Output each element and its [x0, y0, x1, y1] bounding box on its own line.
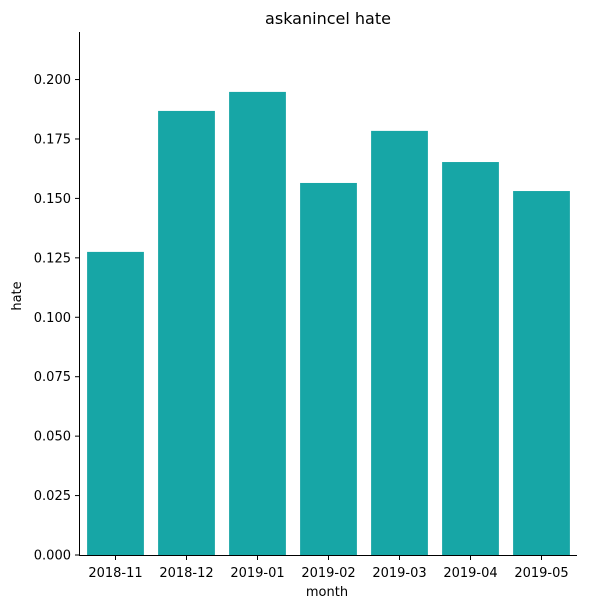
y-tick-label: 0.025 [34, 489, 71, 504]
y-axis-ticks: 0.000 0.025 0.050 0.075 0.100 0.125 0.150 0.175… [34, 73, 80, 564]
x-tick-label: 2019-05 [514, 566, 568, 581]
bar-2019-02 [300, 182, 357, 555]
bar-2019-05 [513, 191, 570, 556]
bar-2019-03 [371, 130, 428, 555]
y-tick-label: 0.000 [34, 549, 71, 564]
y-tick-label: 0.175 [34, 132, 71, 147]
x-tick-label: 2019-04 [443, 566, 497, 581]
x-tick-label: 2019-01 [230, 566, 284, 581]
x-tick-label: 2019-03 [372, 566, 426, 581]
x-axis-ticks: 2018-11 2018-12 2019-01 2019-02 2019-03 2019-… [88, 555, 569, 581]
x-tick-label: 2019-02 [301, 566, 355, 581]
bars-layer [87, 91, 570, 556]
y-tick-label: 0.050 [34, 430, 71, 445]
y-tick-label: 0.200 [34, 73, 71, 88]
bar-2018-11 [87, 251, 144, 555]
bar-2019-04 [442, 162, 499, 556]
x-tick-label: 2018-11 [88, 566, 142, 581]
bar-2019-01 [229, 91, 286, 555]
y-axis-label: hate [10, 281, 25, 310]
y-tick-label: 0.100 [34, 311, 71, 326]
y-tick-label: 0.125 [34, 251, 71, 266]
x-tick-label: 2018-12 [159, 566, 213, 581]
x-axis-label: month [306, 585, 348, 600]
chart-title: askanincel hate [265, 9, 391, 28]
y-tick-label: 0.075 [34, 370, 71, 385]
y-tick-label: 0.150 [34, 192, 71, 207]
bar-2018-12 [158, 110, 215, 556]
